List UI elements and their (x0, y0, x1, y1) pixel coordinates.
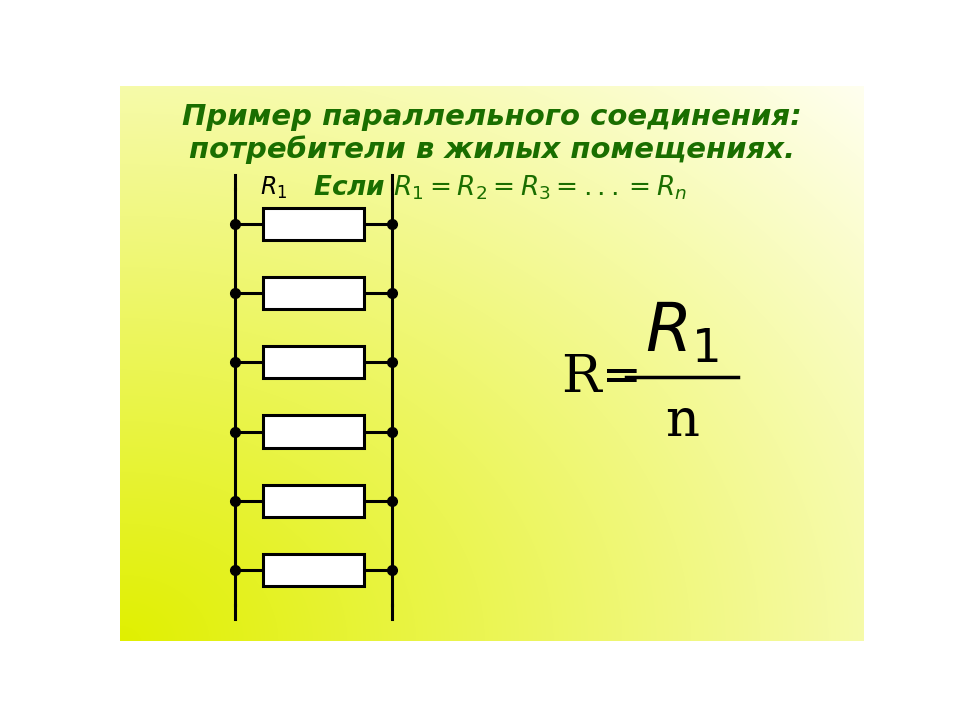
FancyBboxPatch shape (263, 554, 364, 586)
FancyBboxPatch shape (263, 207, 364, 240)
Text: потребители в жилых помещениях.: потребители в жилых помещениях. (189, 136, 795, 164)
FancyBboxPatch shape (263, 415, 364, 448)
Text: =: = (602, 355, 642, 400)
Text: R: R (562, 352, 601, 403)
FancyBboxPatch shape (263, 276, 364, 309)
FancyBboxPatch shape (263, 485, 364, 517)
Text: $R_1$: $R_1$ (645, 300, 718, 366)
Text: Пример параллельного соединения:: Пример параллельного соединения: (182, 103, 802, 131)
FancyBboxPatch shape (263, 346, 364, 378)
Text: n: n (664, 396, 699, 447)
Text: $R_1$: $R_1$ (259, 175, 287, 201)
Text: Если $R_1 = R_2 = R_3 = ... = R_n$: Если $R_1 = R_2 = R_3 = ... = R_n$ (313, 173, 687, 202)
